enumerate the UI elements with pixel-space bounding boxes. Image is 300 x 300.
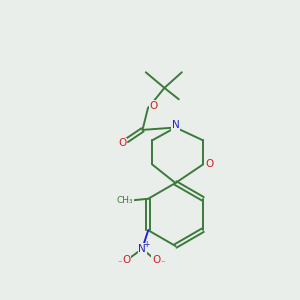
Text: N: N — [172, 120, 179, 130]
Text: O: O — [205, 159, 213, 170]
Text: O: O — [122, 255, 130, 265]
Text: ⁻: ⁻ — [160, 259, 165, 268]
Text: O: O — [118, 138, 127, 148]
Text: CH₃: CH₃ — [116, 196, 133, 205]
Text: O: O — [152, 255, 160, 265]
Text: O: O — [150, 101, 158, 111]
Text: ⁻: ⁻ — [118, 259, 122, 268]
Text: N: N — [138, 244, 146, 254]
Text: +: + — [143, 240, 150, 249]
